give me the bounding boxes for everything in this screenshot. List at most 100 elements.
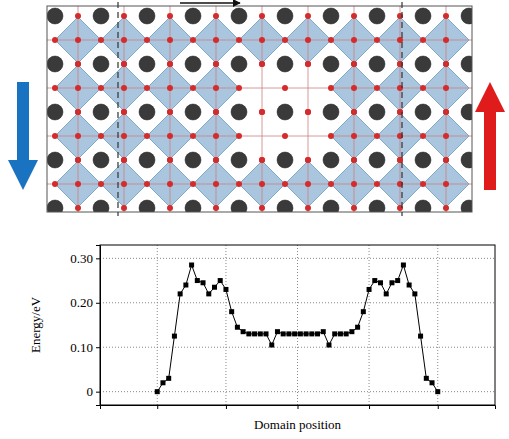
oxygen-atom — [443, 109, 449, 115]
a-site-atom — [277, 104, 293, 120]
data-point — [401, 263, 406, 268]
oxygen-atom — [75, 109, 81, 115]
a-site-atom — [93, 8, 109, 24]
oxygen-atom — [121, 61, 127, 67]
a-site-atom — [415, 56, 431, 72]
a-site-atom — [461, 8, 472, 24]
domain-wall — [401, 2, 402, 216]
data-marks — [155, 263, 441, 395]
data-point — [395, 278, 400, 283]
y-tick-label: 0 — [87, 384, 94, 399]
oxygen-atom — [374, 133, 380, 139]
data-point — [338, 331, 343, 336]
a-site-atom — [369, 56, 385, 72]
x-tick — [298, 405, 299, 409]
oxygen-atom — [167, 181, 173, 187]
oxygen-atom — [351, 109, 357, 115]
grid-line-x — [157, 245, 158, 405]
oxygen-atom — [190, 37, 196, 43]
oxygen-atom — [282, 85, 288, 91]
oxygen-atom — [121, 109, 127, 115]
a-site-atom — [139, 56, 155, 72]
oxygen-atom — [236, 37, 242, 43]
oxygen-atom — [121, 157, 127, 163]
a-site-atom — [461, 104, 472, 120]
oxygen-atom — [121, 109, 127, 115]
x-tick — [438, 405, 439, 409]
data-point — [372, 278, 377, 283]
oxygen-atom — [443, 109, 449, 115]
bond — [47, 136, 472, 137]
oxygen-atom — [75, 157, 81, 163]
oxygen-atom — [213, 109, 219, 115]
oxygen-atom — [98, 85, 104, 91]
oxygen-atom — [52, 133, 58, 139]
oxygen-atom — [282, 37, 288, 43]
oxygen-atom — [167, 61, 173, 67]
oxygen-atom — [75, 205, 81, 211]
oxygen-atom — [259, 37, 265, 43]
y-tick: 0.20 — [70, 295, 100, 310]
a-site-atom — [93, 56, 109, 72]
data-point — [241, 329, 246, 334]
figure: 0 0.10 0.20 0.30 Domain position Energy/eV — [0, 0, 509, 439]
x-axis-title: Domain position — [254, 417, 342, 432]
a-site-atom — [369, 200, 385, 212]
oxygen-atom — [420, 37, 426, 43]
y-axis-line — [96, 246, 101, 406]
oxygen-atom — [351, 109, 357, 115]
oxygen-atom — [443, 61, 449, 67]
y-tick-mark — [96, 392, 100, 393]
oxygen-atom — [75, 85, 81, 91]
x-tick-mark — [298, 405, 299, 409]
oxygen-atom — [328, 37, 334, 43]
oxygen-atom — [443, 37, 449, 43]
oxygen-atom — [351, 133, 357, 139]
a-site-atom — [369, 8, 385, 24]
y-tick-label: 0.30 — [70, 251, 93, 266]
oxygen-atom — [443, 85, 449, 91]
data-point — [264, 331, 269, 336]
oxygen-atom — [328, 181, 334, 187]
oxygen-atom — [305, 61, 311, 67]
oxygen-atom — [213, 205, 219, 211]
data-point — [258, 331, 263, 336]
oxygen-atom — [259, 181, 265, 187]
y-tick-mark — [96, 347, 100, 348]
oxygen-atom — [259, 109, 265, 115]
data-point — [407, 283, 412, 288]
oxygen-atom — [121, 181, 127, 187]
oxygen-atom — [374, 181, 380, 187]
oxygen-atom — [420, 181, 426, 187]
a-site-atom — [461, 152, 472, 168]
x-axis — [101, 405, 496, 409]
oxygen-atom — [351, 85, 357, 91]
diagram-frame — [47, 6, 472, 212]
data-point — [172, 334, 177, 339]
oxygen-atom — [328, 133, 334, 139]
oxygen-atom — [259, 13, 265, 19]
x-tick — [157, 405, 158, 409]
oxygen-atom — [443, 205, 449, 211]
oxygen-atom — [121, 61, 127, 67]
y-tick-label: 0.10 — [70, 340, 93, 355]
oxygen-atom — [121, 85, 127, 91]
domain-wall — [117, 2, 118, 216]
move-arrow — [180, 2, 240, 3]
oxygen-atom — [351, 157, 357, 163]
oxygen-atom — [98, 133, 104, 139]
oxygen-atom — [144, 133, 150, 139]
y-axis-title: Energy/eV — [28, 296, 43, 353]
data-point — [430, 380, 435, 385]
oxygen-atom — [121, 133, 127, 139]
data-point — [304, 331, 309, 336]
oxygen-atom — [282, 181, 288, 187]
a-site-atom — [415, 104, 431, 120]
oxygen-atom — [305, 37, 311, 43]
x-tick-mark — [157, 405, 158, 409]
a-site-atom — [323, 104, 339, 120]
a-site-atom — [231, 152, 247, 168]
data-point — [246, 331, 251, 336]
oxygen-atom — [52, 181, 58, 187]
oxygen-atom — [443, 61, 449, 67]
